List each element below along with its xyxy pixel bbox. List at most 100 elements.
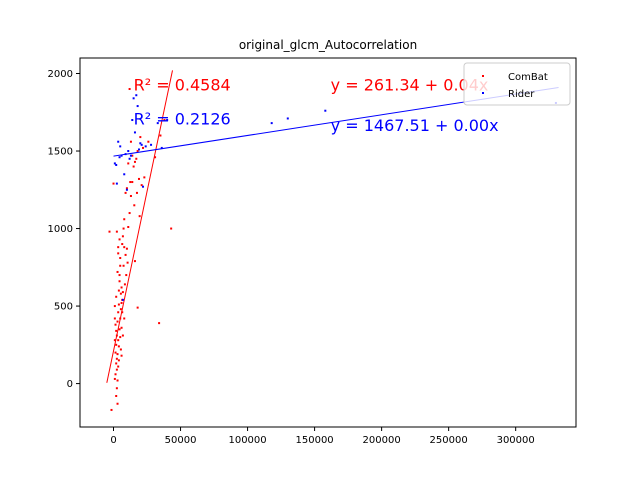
combat-point [113, 305, 116, 308]
combat-point [126, 261, 129, 264]
x-axis: 0 50000 100000 150000 200000 250000 300000 [110, 427, 535, 446]
rider-point [117, 140, 120, 143]
combat-point [123, 317, 126, 320]
combat-point [121, 291, 124, 294]
rider-point [160, 146, 163, 149]
combat-point [116, 353, 119, 356]
combat-point [119, 308, 122, 311]
combat-point [117, 345, 120, 348]
combat-point [120, 326, 123, 329]
combat-point [137, 177, 140, 180]
combat-point [115, 295, 118, 298]
combat-point [135, 191, 138, 194]
combat-point [129, 181, 132, 184]
combat-point [117, 339, 120, 342]
combat-point [128, 212, 131, 215]
combat-point [116, 402, 119, 405]
combat-point [117, 311, 120, 314]
combat-point [115, 368, 118, 371]
plot-frame [79, 57, 577, 428]
combat-point [119, 257, 122, 260]
combat-point [112, 182, 115, 185]
combat-point [121, 334, 124, 337]
rider-point [140, 143, 143, 146]
combat-point [119, 264, 122, 267]
combat-point [117, 252, 120, 255]
combat-point [115, 230, 118, 233]
legend: ComBat Rider [463, 62, 571, 106]
combat-point [121, 235, 124, 238]
rider-point [115, 163, 118, 166]
rider-point [127, 150, 130, 153]
combat-point [118, 328, 121, 331]
x-tick-label: 50000 [165, 435, 197, 446]
x-tick-label: 200000 [363, 435, 401, 446]
legend-marker-rider [482, 92, 484, 94]
combat-point [139, 136, 142, 139]
rider-point [324, 109, 327, 112]
combat-point [113, 317, 116, 320]
combat-point [110, 408, 113, 411]
combat-point [115, 343, 118, 346]
rider-point [135, 94, 138, 97]
y-tick-label: 2000 [48, 69, 73, 80]
combat-point [121, 311, 124, 314]
combat-point [133, 204, 136, 207]
combat-point [113, 339, 116, 342]
rider-point [121, 298, 124, 301]
combat-point [120, 286, 123, 289]
combat-point [123, 283, 126, 286]
rider-point [137, 148, 140, 151]
rider-point [125, 188, 128, 191]
combat-point [117, 289, 120, 292]
combat-point [127, 225, 130, 228]
combat-point [129, 140, 132, 143]
combat-point [113, 377, 116, 380]
legend-label-rider: Rider [508, 89, 535, 100]
combat-point [114, 323, 117, 326]
rider-point [115, 182, 118, 185]
combat-point [125, 247, 128, 250]
series-combat [106, 70, 173, 411]
rider-annotation-eq: y = 1467.51 + 0.00x [331, 116, 499, 135]
annotations: R² = 0.4584 y = 261.34 + 0.04x R² = 0.2126… [134, 76, 499, 135]
combat-point [122, 264, 125, 267]
combat-point [116, 320, 119, 323]
x-tick-label: 300000 [497, 435, 535, 446]
chart-title: original_glcm_Autocorrelation [239, 38, 417, 52]
combat-point [143, 176, 146, 179]
rider-point [136, 105, 139, 108]
combat-point [125, 187, 128, 190]
rider-annotation-r2: R² = 0.2126 [134, 110, 231, 129]
combat-point [116, 379, 119, 382]
combat-point [163, 119, 166, 122]
rider-point [156, 122, 159, 125]
rider-point [129, 154, 132, 157]
y-tick-label: 1500 [48, 147, 73, 158]
rider-point [131, 119, 134, 122]
combat-point [117, 359, 120, 362]
combat-point [131, 181, 134, 184]
combat-point [119, 336, 122, 339]
combat-point [116, 270, 119, 273]
combat-point [158, 322, 161, 325]
combat-point [115, 387, 118, 390]
combat-point [117, 303, 120, 306]
combat-point [120, 354, 123, 357]
y-tick-label: 500 [54, 302, 73, 313]
combat-point [118, 238, 121, 241]
rider-point [132, 97, 135, 100]
combat-point [136, 306, 139, 309]
combat-point [122, 227, 125, 230]
rider-point [133, 131, 136, 134]
combat-point [115, 357, 118, 360]
rider-point [123, 173, 126, 176]
rider-point [139, 142, 142, 145]
combat-point [136, 150, 139, 153]
y-tick-label: 1000 [48, 224, 73, 235]
combat-point [128, 88, 131, 91]
combat-point [119, 292, 122, 295]
combat-point [125, 274, 128, 277]
rider-point [150, 143, 153, 146]
combat-point [138, 215, 141, 218]
